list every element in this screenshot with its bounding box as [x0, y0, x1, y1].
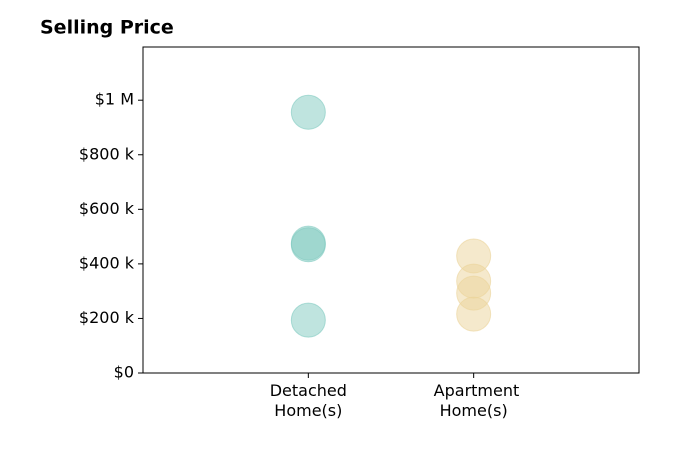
point	[290, 94, 326, 130]
y-tick-label: $200 k	[79, 308, 135, 327]
y-tick-label: $800 k	[79, 144, 135, 163]
point	[290, 302, 326, 338]
y-tick-label: $600 k	[79, 199, 135, 218]
x-tick-label: Detached Home(s)	[269, 381, 347, 420]
point	[456, 296, 492, 332]
x-tick-label: Apartment Home(s)	[433, 381, 520, 420]
y-tick-label: $400 k	[79, 253, 135, 272]
chart-title: Selling Price	[40, 17, 174, 39]
point	[290, 227, 326, 263]
plot-frame	[142, 46, 640, 374]
y-tick-label: $0	[114, 363, 134, 382]
y-tick-label: $1 M	[95, 90, 134, 109]
